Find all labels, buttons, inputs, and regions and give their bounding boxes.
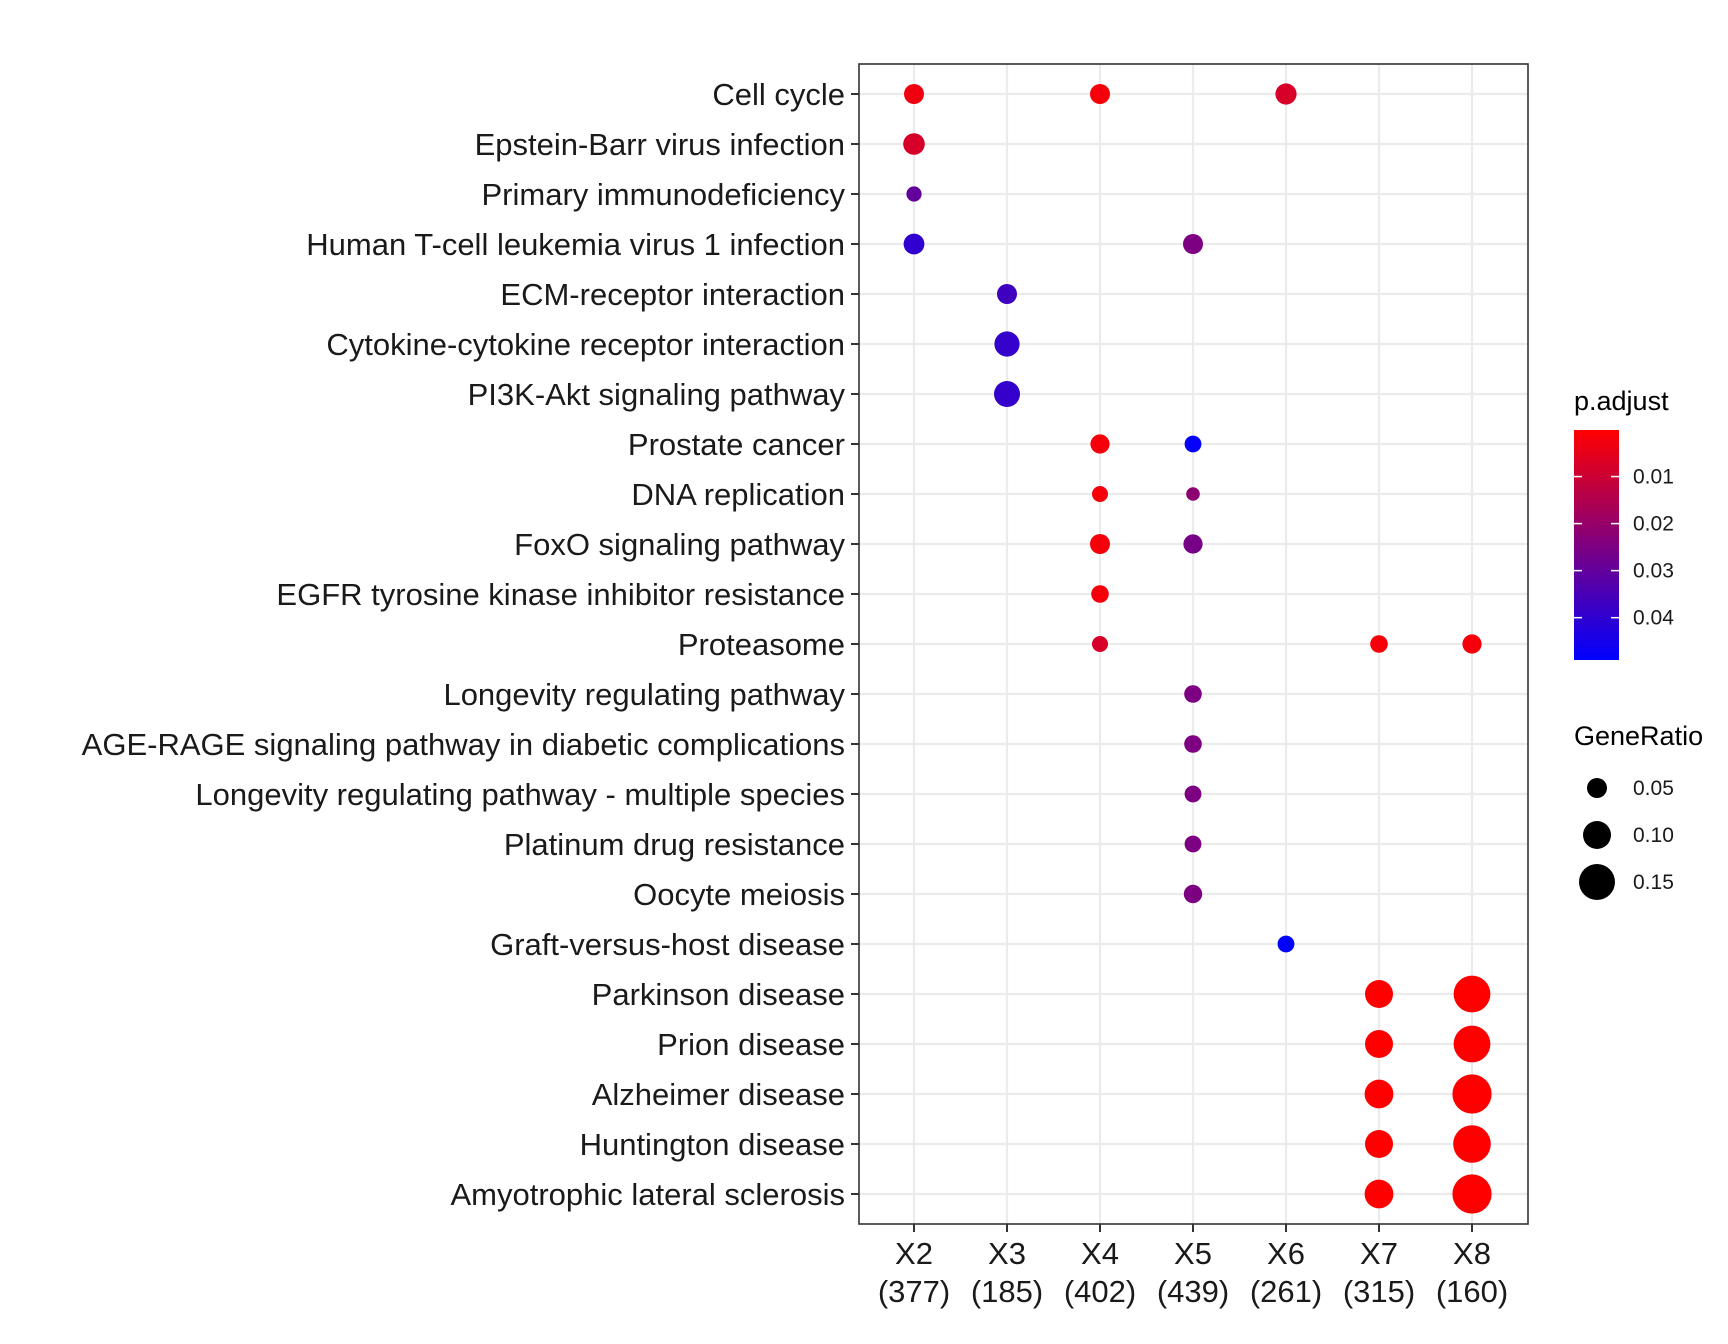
y-tick-label: Platinum drug resistance <box>504 827 845 862</box>
x-tick-count: (315) <box>1343 1274 1415 1309</box>
data-point <box>1090 434 1110 454</box>
data-point <box>903 233 925 255</box>
data-point <box>1090 534 1110 554</box>
y-tick-label: Human T-cell leukemia virus 1 infection <box>306 227 845 262</box>
points-layer <box>903 83 1492 1214</box>
x-tick-count: (439) <box>1157 1274 1229 1309</box>
size-legend-title: GeneRatio <box>1574 721 1703 751</box>
data-point <box>1462 634 1482 654</box>
size-legend: GeneRatio 0.05 0.10 0.15 <box>1574 721 1703 900</box>
color-legend-bar <box>1574 430 1619 660</box>
y-tick-label: Longevity regulating pathway <box>443 677 845 712</box>
y-tick-label: ECM-receptor interaction <box>500 277 845 312</box>
size-legend-label: 0.15 <box>1633 871 1674 894</box>
y-tick-label: DNA replication <box>631 477 845 512</box>
y-tick-label: Graft-versus-host disease <box>490 927 845 962</box>
color-legend-tick-label: 0.02 <box>1633 513 1674 536</box>
data-point <box>1275 83 1297 105</box>
data-point <box>904 84 924 104</box>
y-tick-label: FoxO signaling pathway <box>514 527 845 562</box>
x-tick-label: X2 <box>895 1236 933 1271</box>
data-point <box>1091 585 1109 603</box>
x-tick-label: X5 <box>1174 1236 1212 1271</box>
y-tick-label: Oocyte meiosis <box>633 877 845 912</box>
data-point <box>1277 935 1295 953</box>
data-point <box>906 186 922 202</box>
data-point <box>1183 534 1203 554</box>
data-point <box>1184 785 1202 803</box>
y-tick-label: Prostate cancer <box>628 427 845 462</box>
data-point <box>1452 1074 1492 1114</box>
data-point <box>1453 1025 1491 1063</box>
x-tick-count: (185) <box>971 1274 1043 1309</box>
x-tick-count: (377) <box>878 1274 950 1309</box>
x-tick-label: X7 <box>1360 1236 1398 1271</box>
y-tick-label: Alzheimer disease <box>592 1077 845 1112</box>
y-tick-label: Epstein-Barr virus infection <box>475 127 845 162</box>
y-tick-label: Huntington disease <box>580 1127 845 1162</box>
color-legend: p.adjust 0.01 0.02 0.03 0.04 <box>1574 386 1674 660</box>
color-legend-tick-label: 0.03 <box>1633 560 1674 583</box>
data-point <box>1183 884 1203 904</box>
y-tick-label: Primary immunodeficiency <box>482 177 846 212</box>
x-axis-labels: X2(377) X3(185) X4(402) X5(439) X6(261) X7(31… <box>878 1224 1508 1309</box>
data-point <box>1184 735 1202 753</box>
y-tick-label: Longevity regulating pathway - multiple … <box>195 777 845 812</box>
data-point <box>1184 435 1202 453</box>
data-point <box>1184 685 1202 703</box>
y-tick-label: Parkinson disease <box>592 977 845 1012</box>
data-point <box>1365 1130 1393 1158</box>
x-tick-label: X3 <box>988 1236 1026 1271</box>
y-tick-label: Proteasome <box>678 627 845 662</box>
data-point <box>994 381 1020 407</box>
size-legend-dot <box>1579 864 1615 900</box>
color-legend-tick-label: 0.04 <box>1633 607 1674 630</box>
data-point <box>1183 234 1203 254</box>
x-tick-label: X4 <box>1081 1236 1119 1271</box>
data-point <box>1370 635 1388 653</box>
x-tick-count: (402) <box>1064 1274 1136 1309</box>
data-point <box>1365 1030 1393 1058</box>
x-tick-count: (261) <box>1250 1274 1322 1309</box>
data-point <box>1364 1079 1394 1109</box>
data-point <box>1365 980 1393 1008</box>
y-tick-label: EGFR tyrosine kinase inhibitor resistanc… <box>276 577 845 612</box>
y-axis-labels: Cell cycle Epstein-Barr virus infection Pr… <box>82 77 859 1212</box>
data-point <box>1092 636 1108 652</box>
data-point <box>1090 84 1110 104</box>
y-tick-label: Cell cycle <box>712 77 845 112</box>
x-tick-label: X8 <box>1453 1236 1491 1271</box>
data-point <box>1184 835 1202 853</box>
x-tick-count: (160) <box>1436 1274 1508 1309</box>
size-legend-label: 0.10 <box>1633 824 1674 847</box>
y-tick-label: PI3K-Akt signaling pathway <box>468 377 846 412</box>
color-legend-title: p.adjust <box>1574 386 1669 416</box>
size-legend-dot <box>1587 778 1607 798</box>
data-point <box>1186 487 1200 501</box>
data-point <box>1453 975 1491 1013</box>
data-point <box>903 133 925 155</box>
x-tick-label: X6 <box>1267 1236 1305 1271</box>
data-point <box>994 331 1020 357</box>
size-legend-label: 0.05 <box>1633 777 1674 800</box>
data-point <box>1092 486 1108 502</box>
y-tick-label: Amyotrophic lateral sclerosis <box>450 1177 845 1212</box>
data-point <box>1364 1179 1394 1209</box>
color-legend-tick-label: 0.01 <box>1633 466 1674 489</box>
size-legend-dot <box>1583 821 1611 849</box>
data-point <box>997 284 1017 304</box>
y-tick-label: AGE-RAGE signaling pathway in diabetic c… <box>82 727 845 762</box>
y-tick-label: Cytokine-cytokine receptor interaction <box>326 327 845 362</box>
y-tick-label: Prion disease <box>657 1027 845 1062</box>
data-point <box>1453 1125 1491 1163</box>
data-point <box>1452 1174 1492 1214</box>
